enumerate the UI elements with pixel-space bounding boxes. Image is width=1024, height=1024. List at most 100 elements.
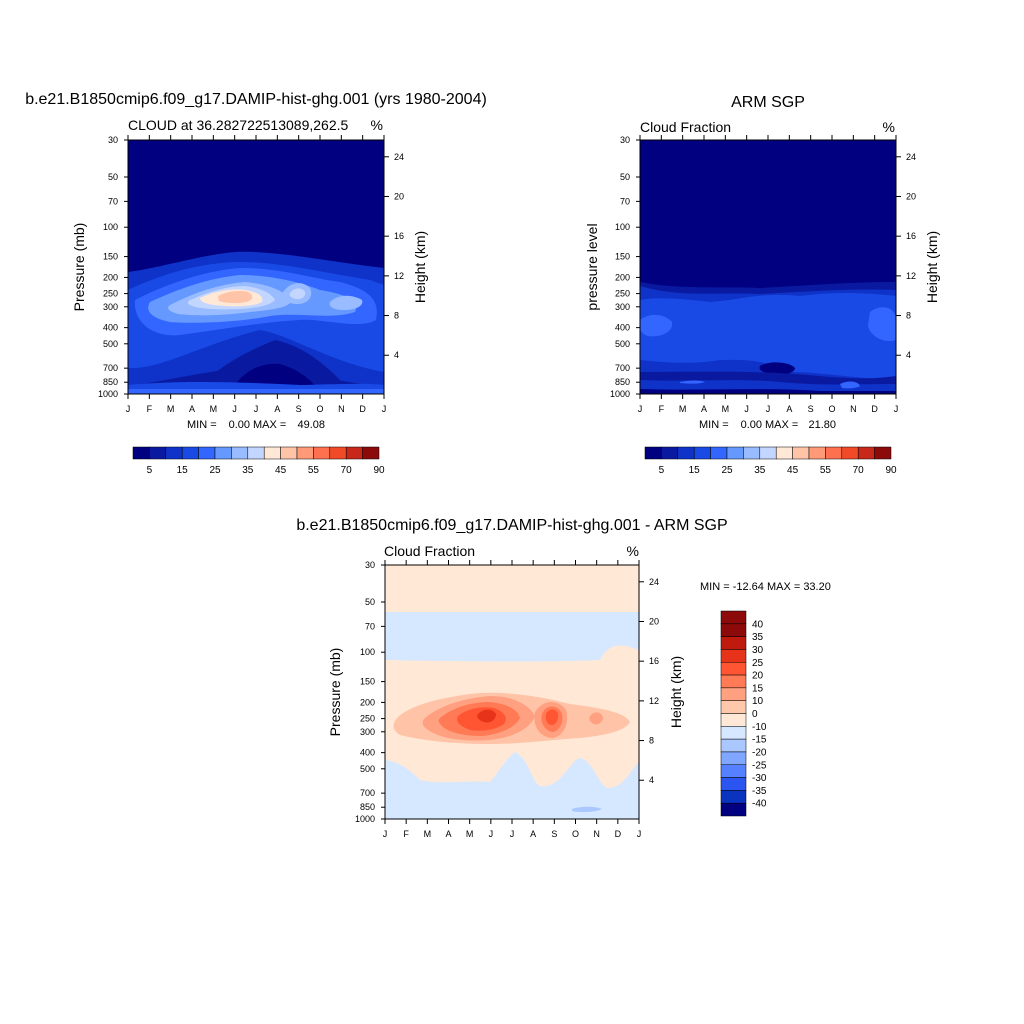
x-tick-label: D	[871, 404, 878, 414]
colorbar-label: 25	[752, 658, 764, 669]
colorbar-swatch	[720, 802, 747, 817]
colorbar-label: -10	[752, 722, 767, 733]
x-tick-label: J	[766, 404, 771, 414]
x-tick-label: D	[359, 404, 366, 414]
colorbar-swatch	[214, 446, 232, 460]
colorbar-label: 35	[754, 465, 766, 476]
colorbar-swatch	[362, 446, 380, 460]
y-right-tick-label: 12	[649, 696, 659, 706]
x-tick-label: F	[403, 829, 409, 839]
panel-model-ticks: J F M A M J J A S O N D J 30 50 70 100 150 200 250 300 400 500…	[98, 135, 404, 414]
colorbar-label: 40	[752, 619, 764, 630]
colorbar-swatch	[720, 674, 747, 689]
colorbar-label: 5	[659, 465, 665, 476]
x-tick-label: J	[383, 829, 388, 839]
colorbar-swatch	[720, 662, 747, 676]
colorbar-label: 35	[242, 465, 254, 476]
colorbar-swatch	[759, 446, 777, 460]
panel-obs-contours	[640, 140, 896, 394]
y-tick-label: 100	[360, 647, 375, 657]
panel-model: b.e21.B1850cmip6.f09_g17.DAMIP-hist-ghg.…	[25, 91, 487, 476]
y-tick-label: 50	[365, 597, 375, 607]
x-tick-label: O	[572, 829, 579, 839]
x-tick-label: S	[551, 829, 557, 839]
y-tick-label: 400	[615, 323, 630, 333]
panel-obs-max-value: 21.80	[808, 419, 836, 431]
x-tick-label: S	[296, 404, 302, 414]
x-tick-label: M	[167, 404, 175, 414]
y-tick-label: 50	[620, 172, 630, 182]
x-tick-label: A	[445, 829, 451, 839]
panel-diff-contours	[385, 565, 639, 819]
colorbar-swatch	[857, 446, 875, 460]
x-tick-label: M	[679, 404, 687, 414]
y-tick-label: 1000	[610, 389, 630, 399]
panel-model-contours	[128, 140, 384, 394]
y-tick-label: 300	[360, 727, 375, 737]
contour-band-25b	[545, 709, 559, 726]
colorbar-label: 20	[752, 671, 764, 682]
panel-obs-units: %	[883, 119, 895, 135]
y-right-tick-label: 16	[906, 231, 916, 241]
contour-surface-spot2	[680, 380, 705, 384]
x-tick-label: A	[189, 404, 195, 414]
colorbar-label: 35	[752, 632, 764, 643]
colorbar-label: 90	[885, 465, 897, 476]
contour-band-20	[640, 293, 896, 380]
contour-band-45	[218, 291, 253, 304]
panel-obs-ylabel: pressure level	[584, 223, 600, 310]
contour-surface-band	[128, 389, 384, 394]
y-tick-label: 500	[103, 339, 118, 349]
x-tick-label: A	[530, 829, 536, 839]
x-tick-label: J	[637, 829, 642, 839]
panel-obs-left-label: Cloud Fraction	[640, 119, 731, 135]
y-right-tick-label: 8	[906, 311, 911, 321]
colorbar-swatch	[808, 446, 826, 460]
y-tick-label: 400	[360, 748, 375, 758]
colorbar-label: 30	[752, 645, 764, 656]
y-tick-label: 30	[365, 560, 375, 570]
x-tick-label: O	[316, 404, 323, 414]
colorbar-swatch	[149, 446, 167, 460]
y-tick-label: 1000	[98, 389, 118, 399]
panel-diff-ylabel: Pressure (mb)	[327, 648, 343, 737]
y-tick-label: 250	[615, 289, 630, 299]
colorbar-swatch	[329, 446, 347, 460]
colorbar-swatch	[345, 446, 363, 460]
colorbar-swatch	[874, 446, 892, 460]
colorbar-swatch	[263, 446, 281, 460]
panel-obs-min-label: MIN =	[699, 419, 729, 431]
y-right-tick-label: 16	[649, 656, 659, 666]
x-tick-label: J	[126, 404, 131, 414]
panel-diff-ticks: J F M A M J J A S O N D J 30 50 70 100 150 200 250 300 400 500…	[355, 560, 659, 839]
x-tick-label: A	[786, 404, 792, 414]
y-right-tick-label: 4	[906, 350, 911, 360]
x-tick-label: F	[147, 404, 153, 414]
x-tick-label: A	[701, 404, 707, 414]
colorbar-label: 25	[209, 465, 221, 476]
colorbar-swatch	[720, 726, 747, 740]
colorbar-swatch	[231, 446, 249, 460]
colorbar-swatch	[720, 764, 747, 778]
panel-obs-colorbar: 5 15 25 35 45 55 70 90	[644, 446, 897, 476]
panel-obs-max-label: MAX =	[765, 419, 798, 431]
x-tick-label: J	[382, 404, 387, 414]
colorbar-swatch	[720, 687, 747, 701]
x-tick-label: J	[510, 829, 515, 839]
colorbar-swatch	[198, 446, 216, 460]
colorbar-swatch	[743, 446, 761, 460]
y-right-tick-label: 20	[649, 616, 659, 626]
y-tick-label: 100	[103, 222, 118, 232]
colorbar-label: 55	[308, 465, 320, 476]
colorbar-label: 15	[177, 465, 189, 476]
x-tick-label: J	[254, 404, 259, 414]
y-tick-label: 200	[103, 272, 118, 282]
x-tick-label: J	[232, 404, 237, 414]
panel-obs-ticks: J F M A M J J A S O N D J 30 50 70 100 150 200 250 300 400 500…	[610, 135, 916, 414]
colorbar-swatch	[720, 790, 747, 804]
colorbar-swatch	[792, 446, 810, 460]
panel-obs-min-value: 0.00	[741, 419, 762, 431]
contour-band-neg-lower	[385, 752, 639, 819]
colorbar-swatch	[720, 700, 747, 714]
panel-diff-ylabel-right: Height (km)	[668, 656, 684, 728]
